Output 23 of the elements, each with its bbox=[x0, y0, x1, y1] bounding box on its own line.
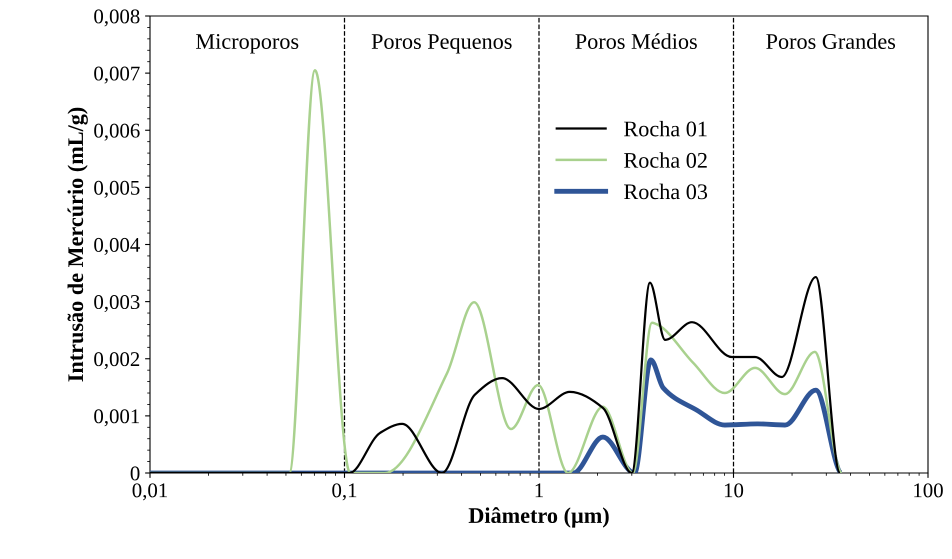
y-tick-label: 0,006 bbox=[94, 124, 140, 141]
x-tick-label: 10 bbox=[724, 483, 744, 498]
y-tick-label: 0,007 bbox=[94, 66, 140, 84]
x-axis-title: Diâmetro (µm) bbox=[468, 507, 609, 528]
annotation: Poros Grandes bbox=[766, 33, 896, 49]
y-tick-label: 0 bbox=[130, 466, 140, 480]
x-tick-label: 0,1 bbox=[332, 483, 356, 500]
y-tick-label: 0,004 bbox=[94, 238, 140, 255]
annotation: Poros Pequenos bbox=[372, 34, 512, 54]
x-tick-label: 100 bbox=[914, 483, 943, 498]
legend-label: Rocha 02 bbox=[624, 152, 707, 168]
y-tick-label: 0,005 bbox=[94, 180, 140, 198]
legend-label: Rocha 01 bbox=[624, 120, 707, 136]
y-tick-label: 0,008 bbox=[94, 9, 140, 26]
y-tick-label: 0,002 bbox=[94, 352, 140, 370]
legend-label: Rocha 03 bbox=[624, 184, 708, 200]
annotation: Microporos bbox=[196, 34, 298, 54]
y-tick-label: 0,001 bbox=[94, 409, 140, 426]
x-tick-label: 1 bbox=[536, 483, 543, 498]
annotation: Poros Médios bbox=[575, 33, 697, 49]
x-tick-label: 0,01 bbox=[132, 483, 167, 500]
y-tick-label: 0,003 bbox=[94, 295, 140, 312]
y-axis-title: Intrusão de Mercúrio (mL/g) bbox=[67, 108, 88, 382]
